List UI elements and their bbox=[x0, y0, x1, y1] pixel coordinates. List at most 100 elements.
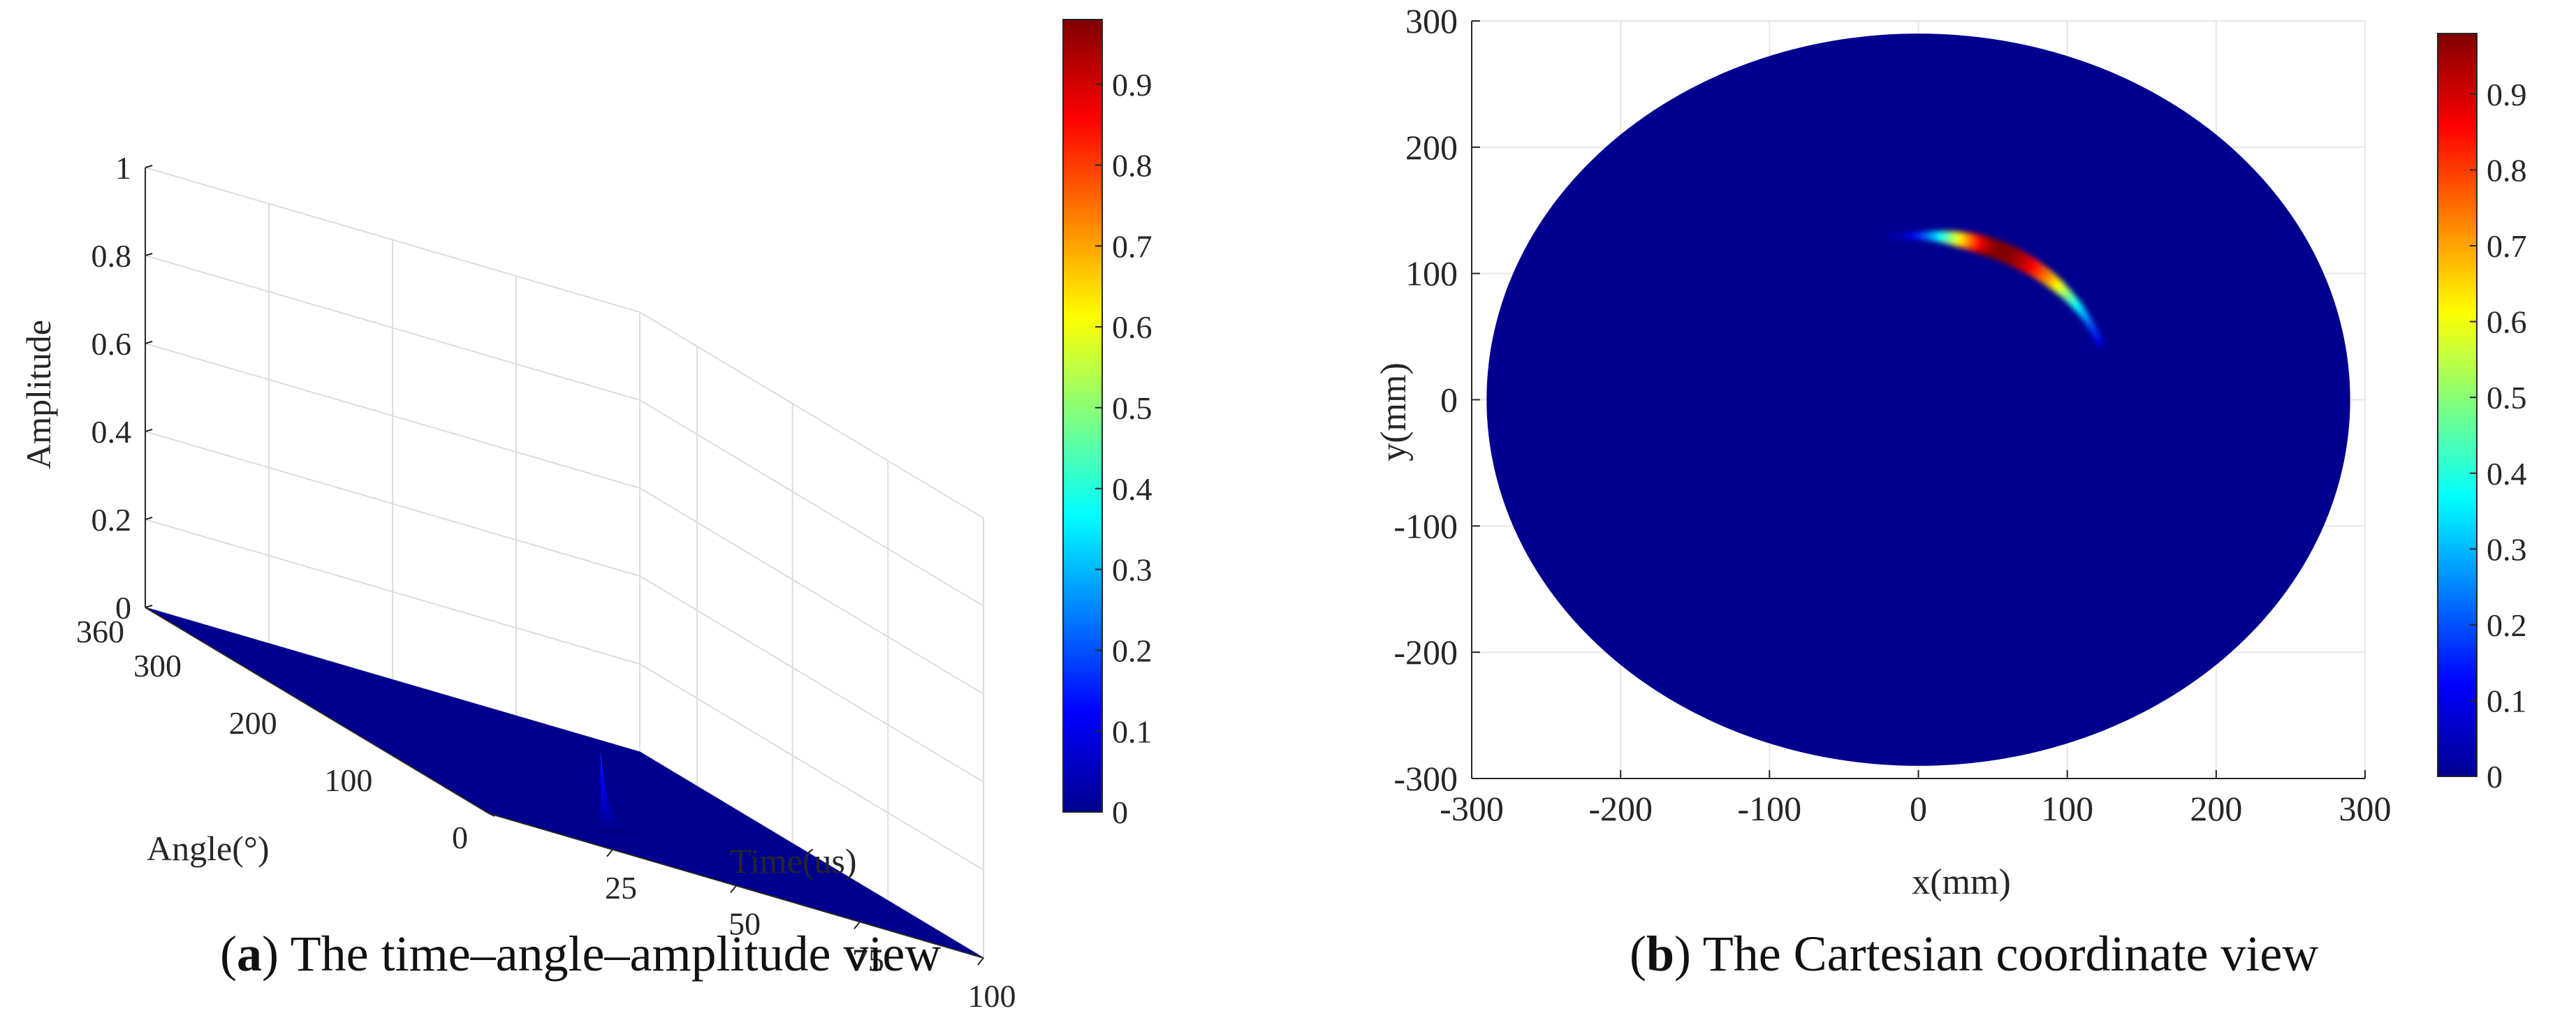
panel-a-z-tick-label: 0.8 bbox=[92, 238, 132, 274]
panel-a-y-tick bbox=[393, 755, 400, 760]
panel-a-colorbar-tick-label: 0.9 bbox=[1112, 67, 1152, 103]
panel-a-peak-band bbox=[601, 389, 685, 397]
panel-a-colorbar-tick-label: 0.2 bbox=[1112, 633, 1152, 668]
panel-b-colorbar-tick-label: 0.2 bbox=[2487, 607, 2527, 643]
panel-a-z-tick-label: 0.4 bbox=[92, 414, 132, 450]
panel-b-colorbar-tick-label: 0.9 bbox=[2487, 77, 2527, 112]
panel-a-grid-line bbox=[145, 255, 984, 607]
panel-a-y-tick-label: 0 bbox=[452, 820, 468, 855]
panel-a-z-tick bbox=[145, 165, 153, 168]
caption-a-text: The time–angle–amplitude view bbox=[290, 926, 942, 982]
panel-a-z-tick-label: 0 bbox=[115, 590, 131, 626]
panel-b-colorbar-tick-label: 0.3 bbox=[2487, 531, 2527, 567]
panel-a-peak-band bbox=[601, 676, 685, 685]
panel-a-y-tick bbox=[145, 607, 152, 611]
panel-a-x-tick-label: 50 bbox=[729, 906, 761, 942]
panel-a-axes-box bbox=[145, 167, 984, 959]
panel-b-colorbar-gradient bbox=[2437, 33, 2478, 777]
panel-a-x-axis-label: Time(us) bbox=[730, 841, 857, 880]
panel-a-colorbar-tick-label: 0.6 bbox=[1112, 309, 1152, 345]
panel-b-x-tick-label: 200 bbox=[2190, 789, 2242, 828]
panel-a-peak-band bbox=[601, 578, 685, 586]
panel-a-z-tick bbox=[145, 605, 153, 608]
panel-a-peak-band bbox=[601, 419, 685, 428]
panel-a-peak-band bbox=[601, 669, 685, 677]
panel-a-y-tick-label: 360 bbox=[76, 614, 124, 649]
panel-a-peak-band bbox=[601, 699, 685, 708]
panel-b-x-tick-label: 0 bbox=[1910, 789, 1927, 828]
panel-a-peak-band bbox=[601, 555, 685, 564]
panel-a-grid-line bbox=[145, 519, 984, 871]
panel-a-y-tick bbox=[298, 698, 305, 703]
panel-a-peak-band bbox=[601, 684, 685, 693]
panel-b-y-tick-label: 100 bbox=[1405, 254, 1458, 293]
panel-a-peak-band bbox=[601, 540, 685, 549]
panel-a-peak-band bbox=[601, 427, 685, 436]
panel-a-peak-band bbox=[601, 623, 685, 632]
panel-a-peak-band bbox=[601, 396, 685, 405]
panel-a-z-tick bbox=[145, 253, 153, 256]
panel-a-peak-band bbox=[601, 729, 685, 738]
panel-a-grid-line bbox=[145, 343, 984, 695]
panel-a-grid-line bbox=[145, 167, 984, 519]
panel-a-z-tick-label: 0.2 bbox=[92, 502, 132, 538]
panel-a-x-tick bbox=[730, 885, 737, 894]
panel-a-peak-band bbox=[601, 600, 685, 610]
panel-b-x-tick-label: -100 bbox=[1738, 789, 1802, 828]
panel-a-grid-line bbox=[145, 431, 984, 783]
panel-b-heatmap: -300 -200 -100 0 100 200 300 -300 -200 -100 0 100 20… bbox=[1374, 1, 2527, 902]
panel-a-z-tick bbox=[145, 517, 153, 520]
panel-b-y-tick-label: -200 bbox=[1393, 633, 1458, 672]
panel-a-peak-band bbox=[601, 608, 685, 617]
panel-a-colorbar-tick-label: 0 bbox=[1112, 795, 1128, 830]
panel-a-floor-surface bbox=[145, 607, 984, 959]
panel-a-peak-band bbox=[601, 449, 685, 458]
panel-b-colorbar: 0 0.1 0.2 0.3 0.4 0.5 0.6 0.7 0.8 0.9 bbox=[2437, 33, 2527, 795]
panel-a-peak-band bbox=[601, 487, 685, 496]
panel-a-y-tick-label: 100 bbox=[324, 762, 372, 798]
panel-a-x-tick-label: 100 bbox=[968, 978, 1016, 1011]
panel-a-colorbar-tick-label: 0.5 bbox=[1112, 390, 1152, 426]
panel-a-x-tick bbox=[854, 921, 861, 929]
panel-a-peak-band bbox=[601, 638, 685, 647]
panel-a-z-tick bbox=[145, 429, 153, 432]
panel-a-x-tick bbox=[606, 849, 613, 857]
panel-b-x-tick-label: 100 bbox=[2041, 789, 2093, 828]
panel-a-y-axis-label: Angle(°) bbox=[147, 829, 270, 868]
panel-a-peak-band bbox=[601, 654, 685, 663]
panel-b-y-tick-label: -300 bbox=[1393, 759, 1458, 798]
panel-b-colorbar-tick-label: 0.1 bbox=[2487, 684, 2527, 719]
panel-a-x-tick-label: 25 bbox=[605, 870, 637, 906]
panel-b-colorbar-tick-label: 0.8 bbox=[2487, 153, 2527, 189]
panel-b-arc bbox=[1888, 230, 2104, 347]
panel-b-y-tick-label: 0 bbox=[1440, 381, 1458, 420]
caption-b-label: b bbox=[1646, 926, 1675, 982]
panel-a-peak-band bbox=[601, 547, 685, 556]
panel-a-peak-band bbox=[601, 585, 685, 594]
panel-a-colorbar-tick-label: 0.8 bbox=[1112, 148, 1152, 184]
panel-a-peak-band bbox=[601, 480, 685, 489]
panel-b-x-tick-label: -200 bbox=[1588, 789, 1653, 828]
panel-b-colorbar-tick-label: 0.7 bbox=[2487, 228, 2527, 264]
panel-b-disk bbox=[1486, 34, 2350, 766]
panel-b-x-tick-label: -300 bbox=[1440, 789, 1504, 828]
panel-a-z-axis-label: Amplitude bbox=[19, 320, 58, 469]
panel-a-colorbar: 0 0.1 0.2 0.3 0.4 0.5 0.6 0.7 0.8 0.9 bbox=[1062, 19, 1152, 830]
panel-a-y-tick-label: 300 bbox=[133, 648, 182, 684]
panel-a-z-tick-label: 1 bbox=[115, 150, 131, 186]
panel-a-peak-band bbox=[601, 714, 685, 723]
panel-a-peak-band bbox=[601, 494, 685, 503]
panel-b-tick-labels: -300 -200 -100 0 100 200 300 -300 -200 -100 0 100 20… bbox=[1393, 1, 2391, 828]
panel-a-tick-labels: 0 0.2 0.4 0.6 0.8 1 0 100 200 300 360 25 50 75 100 bbox=[76, 150, 1016, 1011]
caption-b-text: The Cartesian coordinate view bbox=[1702, 926, 2319, 982]
panel-a-colorbar-tick-label: 0.3 bbox=[1112, 552, 1152, 588]
panel-b-y-tick-label: -100 bbox=[1393, 506, 1458, 545]
panel-a-peak-band bbox=[601, 570, 685, 580]
panel-b-colorbar-tick-label: 0.6 bbox=[2487, 304, 2527, 340]
panel-a-peak-band bbox=[601, 510, 685, 519]
panel-a-peak-band bbox=[601, 404, 685, 413]
panel-b-x-tick-label: 300 bbox=[2339, 789, 2392, 828]
panel-a-colorbar-gradient bbox=[1062, 19, 1103, 813]
panel-a-y-tick bbox=[202, 641, 209, 646]
panel-b-y-tick-label: 200 bbox=[1405, 128, 1458, 167]
